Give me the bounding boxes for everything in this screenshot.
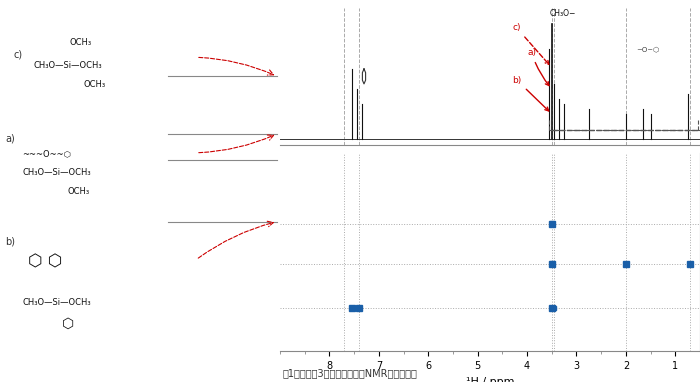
Text: a): a) (6, 134, 15, 144)
Text: CH₃O−: CH₃O− (550, 9, 575, 18)
Text: c): c) (512, 23, 549, 65)
Text: ⬡: ⬡ (356, 67, 372, 86)
Text: CH₃O—Si—OCH₃: CH₃O—Si—OCH₃ (34, 61, 102, 70)
Text: ⬡ ⬡: ⬡ ⬡ (28, 252, 62, 270)
Text: b): b) (6, 237, 15, 247)
Text: CH₃O—Si—OCH₃: CH₃O—Si—OCH₃ (22, 168, 91, 177)
Text: CH₃O—Si—OCH₃: CH₃O—Si—OCH₃ (22, 298, 91, 307)
Text: ⬡: ⬡ (62, 317, 74, 331)
X-axis label: ¹H / ppm: ¹H / ppm (466, 377, 514, 382)
Text: c): c) (14, 50, 23, 60)
Text: a): a) (527, 48, 549, 86)
Text: b): b) (512, 76, 549, 111)
Text: ~O~⬡: ~O~⬡ (636, 46, 659, 52)
Text: ~~~O~~⬡: ~~~O~~⬡ (22, 149, 71, 158)
Text: OCH₃: OCH₃ (84, 80, 106, 89)
Text: OCH₃: OCH₃ (70, 38, 92, 47)
Text: OCH₃: OCH₃ (67, 187, 90, 196)
Text: 図1　シラン3種混合物の溶液NMRスペクトル: 図1 シラン3種混合物の溶液NMRスペクトル (283, 368, 417, 378)
